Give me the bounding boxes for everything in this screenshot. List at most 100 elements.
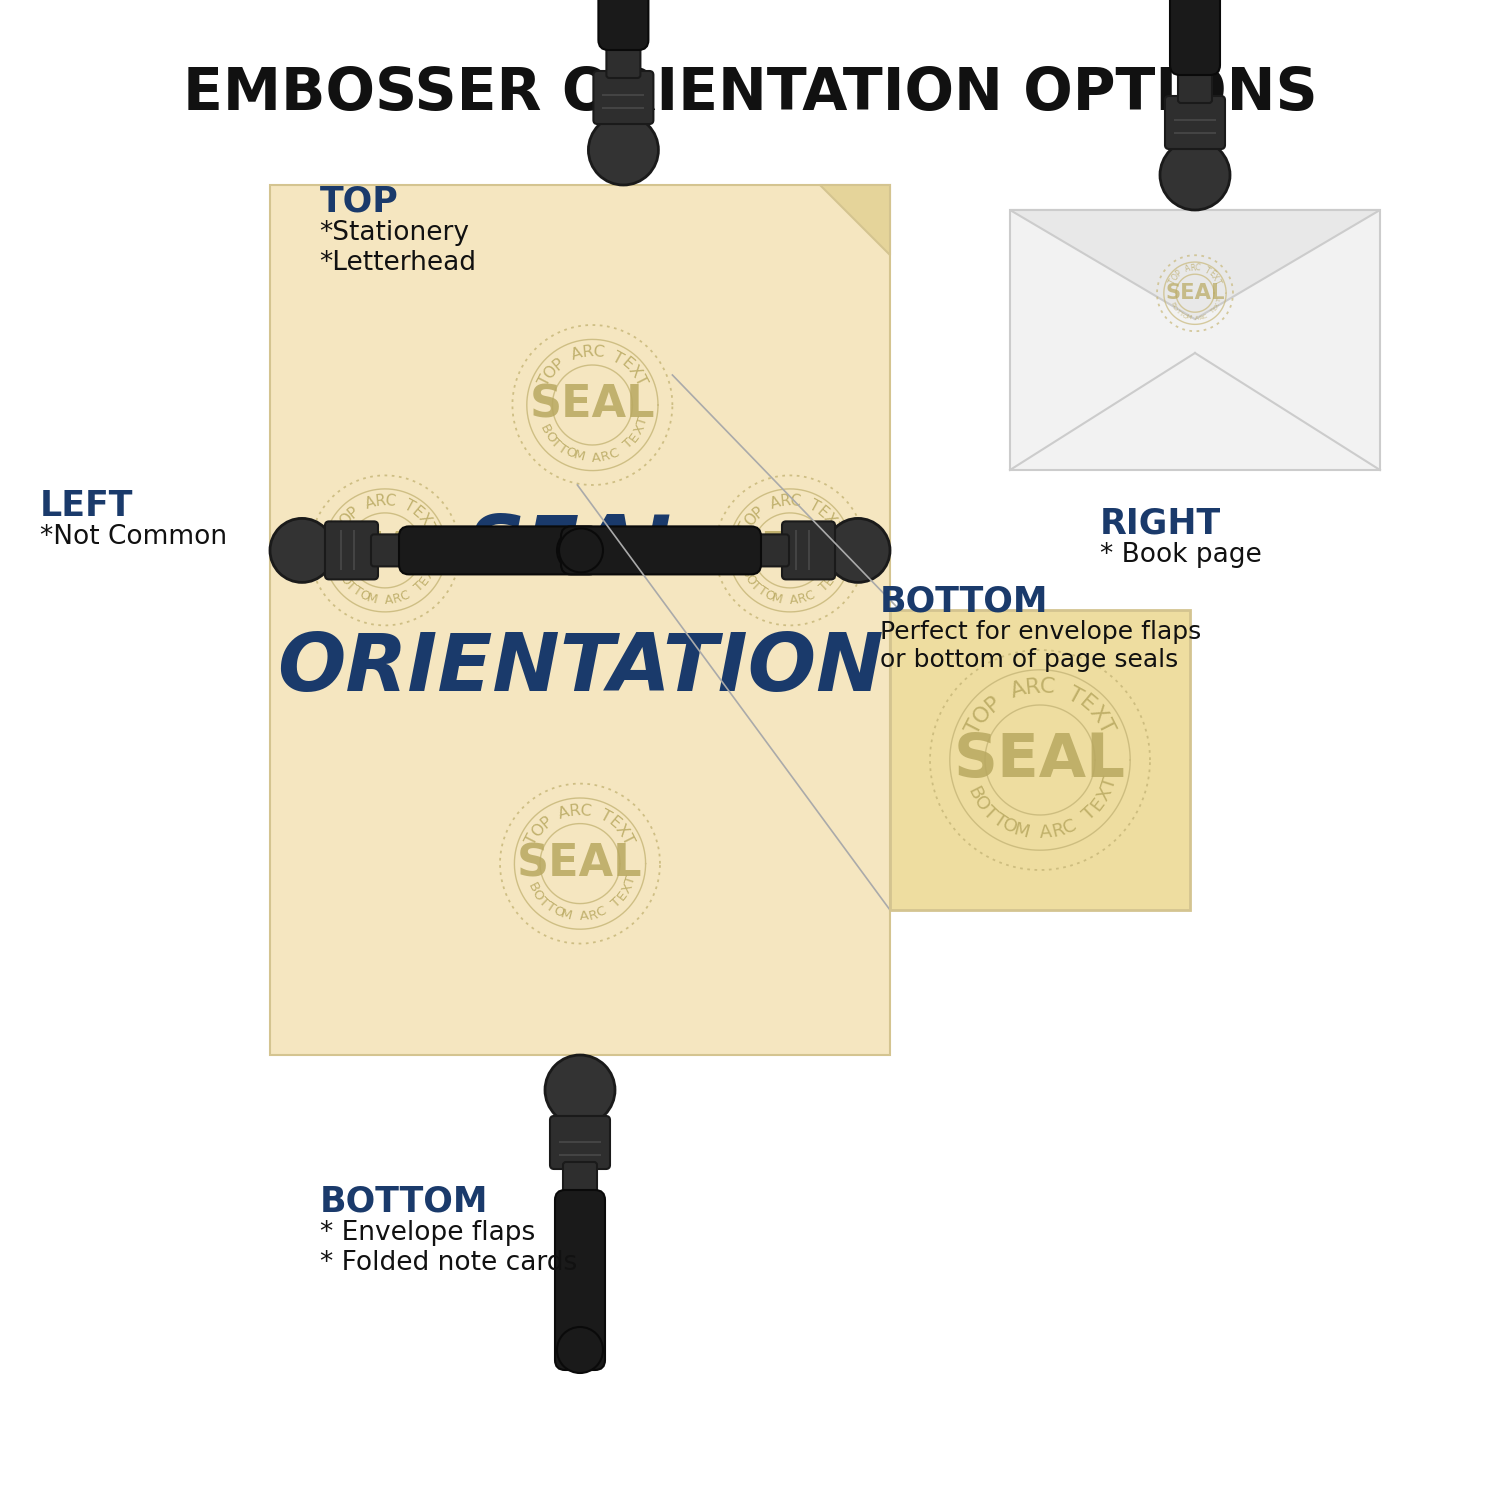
Text: O: O [550,904,566,920]
Text: R: R [796,591,808,606]
Text: T: T [424,560,439,572]
Text: R: R [1198,315,1204,321]
Text: T: T [830,560,844,572]
Text: E: E [822,573,837,588]
Text: X: X [416,510,434,528]
Text: A: A [579,910,590,924]
Text: C: C [1194,264,1200,273]
Text: T: T [1065,684,1086,708]
Text: E: E [606,815,622,833]
Text: E: E [1206,268,1216,279]
Text: A: A [1194,315,1200,321]
Text: O: O [357,588,372,604]
Text: M: M [1185,315,1192,321]
Text: A: A [556,804,572,822]
Text: B: B [738,566,753,580]
Text: O: O [338,573,352,588]
FancyBboxPatch shape [1166,96,1226,148]
Text: R: R [1050,821,1066,842]
Text: T: T [632,374,650,388]
FancyBboxPatch shape [606,32,640,78]
Text: E: E [1088,795,1108,814]
Text: X: X [632,423,648,436]
Text: O: O [530,888,546,903]
Text: T: T [622,874,638,886]
Text: T: T [818,579,831,594]
Text: T: T [524,831,542,848]
Text: TOP: TOP [320,184,399,219]
Text: BOTTOM: BOTTOM [880,585,1048,620]
Text: X: X [620,880,634,896]
Text: SEAL: SEAL [732,530,849,572]
Text: T: T [1080,802,1101,824]
Text: B: B [333,566,348,580]
Text: R: R [392,591,404,606]
Text: A: A [1038,824,1053,843]
Text: C: C [804,588,816,604]
Text: C: C [591,344,604,360]
Text: R: R [568,802,580,819]
Text: T: T [1174,309,1180,315]
Text: R: R [586,908,598,922]
Text: T: T [825,520,843,536]
Text: X: X [612,822,632,840]
Text: LEFT: LEFT [40,489,134,524]
Text: O: O [542,429,558,445]
Text: A: A [1184,264,1191,274]
Text: T: T [332,520,350,536]
Text: R: R [1190,264,1196,273]
Text: A: A [568,345,584,363]
Circle shape [1160,140,1230,210]
Text: C: C [384,494,396,508]
FancyBboxPatch shape [550,1116,610,1168]
Text: X: X [1094,784,1116,804]
Polygon shape [1010,210,1380,320]
Text: E: E [627,430,642,444]
FancyBboxPatch shape [890,610,1190,910]
Text: C: C [579,802,591,819]
Text: E: E [417,573,432,588]
Text: T: T [610,350,626,368]
Text: T: T [350,584,364,600]
Text: T: T [990,810,1010,831]
Text: O: O [742,573,758,588]
FancyBboxPatch shape [742,534,789,567]
Circle shape [544,1054,615,1125]
Text: P: P [345,504,362,520]
Text: ORIENTATION: ORIENTATION [276,630,884,708]
Text: EMBOSSER ORIENTATION OPTIONS: EMBOSSER ORIENTATION OPTIONS [183,64,1317,122]
Text: O: O [969,702,996,727]
Text: P: P [981,692,1005,715]
Text: C: C [399,588,411,604]
FancyBboxPatch shape [370,534,417,567]
Text: O: O [542,363,561,381]
Circle shape [556,1328,603,1372]
Text: P: P [537,815,555,833]
Text: T: T [413,579,426,594]
FancyBboxPatch shape [270,184,890,1054]
Text: T: T [618,831,636,848]
Text: X: X [1214,302,1221,307]
FancyBboxPatch shape [598,0,648,50]
Text: T: T [963,716,987,738]
Text: *Stationery
*Letterhead: *Stationery *Letterhead [320,220,477,276]
Text: M: M [366,591,380,606]
Text: RIGHT: RIGHT [1100,507,1221,542]
Text: B: B [1170,302,1176,307]
Text: A: A [1008,678,1029,702]
Circle shape [556,528,602,573]
Text: * Book page: * Book page [1100,542,1262,568]
Text: O: O [762,588,777,604]
Text: O: O [528,821,548,840]
Text: SEAL: SEAL [327,530,444,572]
Text: M: M [572,448,586,464]
Text: O: O [1180,314,1188,320]
Circle shape [270,519,334,582]
Text: *Not Common: *Not Common [40,525,226,550]
Text: X: X [1209,273,1219,282]
Text: C: C [1038,676,1056,698]
FancyBboxPatch shape [555,1190,604,1370]
Text: E: E [618,356,636,374]
Text: T: T [1216,298,1222,303]
Text: T: T [597,808,613,826]
